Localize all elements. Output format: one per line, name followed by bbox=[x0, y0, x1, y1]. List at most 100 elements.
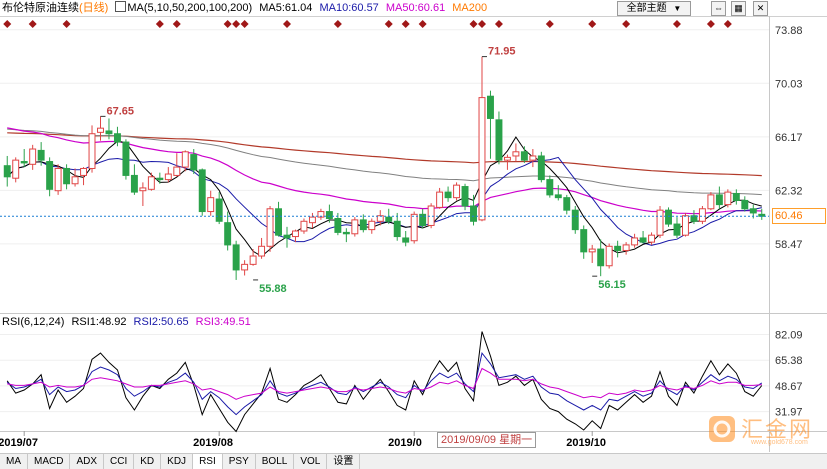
tab-2[interactable]: ADX bbox=[70, 454, 105, 469]
candle-body-68 bbox=[580, 229, 588, 253]
candle-body-77 bbox=[656, 209, 664, 236]
candle-body-0 bbox=[3, 165, 11, 178]
ma50-line bbox=[7, 127, 762, 215]
candle-body-82 bbox=[698, 208, 706, 222]
rsi1-value: RSI1:48.92 bbox=[71, 316, 127, 328]
candle-66 bbox=[563, 194, 571, 215]
candle-46 bbox=[393, 212, 401, 241]
candle-33 bbox=[283, 226, 291, 248]
candle-body-17 bbox=[147, 176, 155, 190]
tab-6[interactable]: RSI bbox=[193, 454, 223, 469]
tab-0[interactable]: MA bbox=[0, 454, 28, 469]
rsi-tick-label-2: 48.67 bbox=[775, 381, 803, 393]
candle-63 bbox=[537, 151, 545, 183]
candle-body-11 bbox=[97, 127, 104, 133]
candle-25 bbox=[215, 192, 223, 225]
candle-53 bbox=[453, 182, 461, 201]
event-marker-14 bbox=[477, 20, 486, 28]
candle-body-5 bbox=[46, 161, 54, 190]
event-marker-12 bbox=[418, 20, 427, 28]
candle-body-29 bbox=[249, 255, 257, 265]
candle-body-26 bbox=[224, 222, 232, 246]
event-marker-18 bbox=[622, 20, 631, 28]
event-marker-4 bbox=[172, 20, 181, 28]
tab-4[interactable]: KD bbox=[134, 454, 162, 469]
candle-28 bbox=[241, 260, 249, 276]
candle-body-52 bbox=[444, 191, 452, 199]
candle-body-55 bbox=[470, 205, 477, 222]
candle-36 bbox=[308, 212, 316, 229]
rsi-params: RSI(6,12,24) bbox=[2, 316, 65, 328]
candle-body-42 bbox=[359, 219, 367, 231]
expand-icon: ⇔ bbox=[714, 3, 723, 13]
annotation-label-1: 71.95 bbox=[488, 46, 516, 58]
candle-body-57 bbox=[487, 95, 494, 119]
candle-body-21 bbox=[181, 151, 189, 168]
tab-8[interactable]: BOLL bbox=[256, 454, 295, 469]
candle-62 bbox=[529, 149, 537, 168]
candle-34 bbox=[292, 229, 299, 243]
x-tick-label-2: 2019/0 bbox=[388, 437, 422, 449]
candle-17 bbox=[147, 172, 155, 191]
candle-21 bbox=[181, 150, 189, 172]
rsi-tick-label-0: 82.09 bbox=[775, 330, 803, 342]
candle-body-15 bbox=[130, 174, 138, 193]
tab-9[interactable]: VOL bbox=[294, 454, 328, 469]
theme-select[interactable]: 全部主题 ▼ bbox=[617, 1, 691, 16]
theme-select-label: 全部主题 bbox=[626, 3, 667, 14]
rsi-tick-label-3: 31.97 bbox=[775, 407, 803, 419]
candle-body-19 bbox=[164, 173, 172, 181]
candle-body-33 bbox=[283, 234, 291, 239]
logo-text: 汇金网 bbox=[741, 417, 814, 442]
rsi-header: RSI(6,12,24) RSI1:48.92 RSI2:50.65 RSI3:… bbox=[2, 316, 255, 328]
annotation-label-0: 67.65 bbox=[106, 105, 134, 117]
candle-body-75 bbox=[639, 237, 647, 243]
close-button[interactable]: ✕ bbox=[753, 1, 768, 16]
candle-body-1 bbox=[12, 159, 20, 179]
candle-81 bbox=[690, 210, 698, 225]
current-price-tag: 60.46 bbox=[772, 208, 826, 225]
tab-10[interactable]: 设置 bbox=[327, 454, 361, 469]
tab-5[interactable]: KDJ bbox=[161, 454, 194, 469]
candle-body-83 bbox=[707, 194, 715, 210]
candle-body-41 bbox=[351, 219, 359, 235]
candle-body-3 bbox=[29, 148, 37, 165]
event-marker-13 bbox=[469, 20, 478, 28]
settings-button[interactable]: ▦ bbox=[731, 1, 746, 16]
candle-40 bbox=[342, 228, 350, 243]
logo-mark-icon bbox=[709, 416, 735, 442]
candle-body-78 bbox=[665, 209, 672, 225]
candle-body-85 bbox=[724, 191, 732, 206]
tab-1[interactable]: MACD bbox=[28, 454, 71, 469]
candle-body-25 bbox=[215, 198, 223, 222]
candle-29 bbox=[249, 249, 257, 266]
rsi-line-rsi3 bbox=[7, 367, 762, 400]
candle-11 bbox=[97, 116, 104, 141]
candle-67 bbox=[571, 205, 579, 234]
indicator-tabs: MA MACD ADX CCI KD KDJ RSI PSY BOLL VOL 设置 bbox=[0, 453, 827, 469]
candle-77 bbox=[656, 205, 664, 238]
rsi-y-axis-labels: 82.09 65.38 48.67 31.97 bbox=[775, 330, 803, 419]
candle-76 bbox=[648, 232, 656, 245]
candle-84 bbox=[715, 186, 723, 209]
tab-3[interactable]: CCI bbox=[104, 454, 135, 469]
event-marker-21 bbox=[723, 20, 732, 28]
tab-7[interactable]: PSY bbox=[223, 454, 256, 469]
rsi-line-rsi2 bbox=[6, 351, 763, 416]
settings-icon: ▦ bbox=[734, 3, 743, 13]
ma-checkbox-icon[interactable] bbox=[115, 1, 127, 12]
period-label[interactable]: (日线) bbox=[79, 2, 109, 14]
candle-body-18 bbox=[156, 177, 164, 181]
candle-body-38 bbox=[325, 211, 333, 220]
candle-38 bbox=[325, 204, 333, 223]
candle-44 bbox=[376, 210, 384, 226]
expand-button[interactable]: ⇔ bbox=[711, 1, 726, 16]
crosshair-date: 2019/09/09 星期一 bbox=[437, 432, 537, 448]
candle-51 bbox=[436, 187, 444, 209]
candle-body-53 bbox=[453, 184, 461, 199]
candle-4 bbox=[37, 142, 45, 166]
brand-logo: 汇金网 www.gold678.com bbox=[707, 412, 825, 448]
candle-body-37 bbox=[317, 211, 325, 218]
ma5-value: MA5:61.04 bbox=[259, 2, 313, 14]
